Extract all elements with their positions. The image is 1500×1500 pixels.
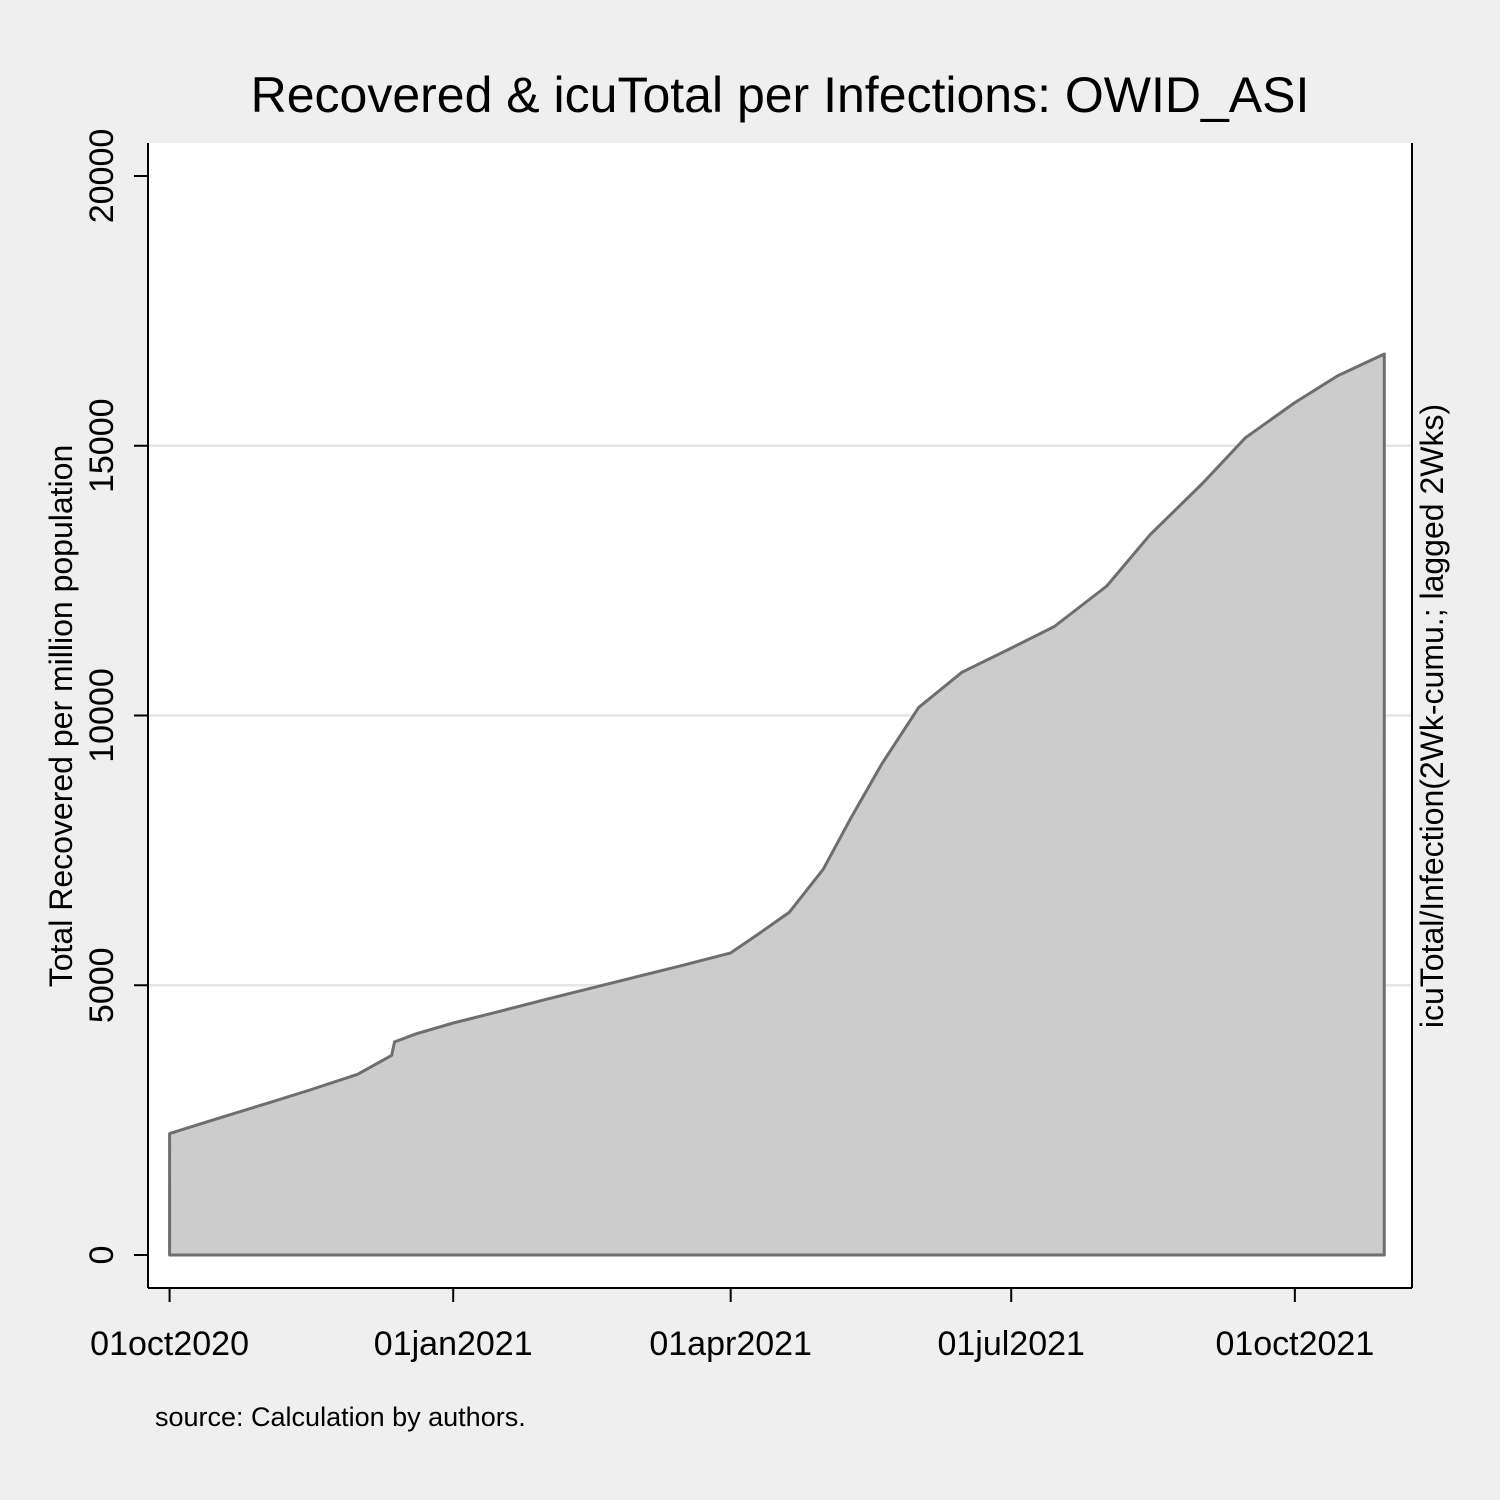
y-tick-label: 0 xyxy=(83,1246,121,1265)
y-tick-label: 15000 xyxy=(83,398,121,493)
series-layer xyxy=(168,352,1386,1257)
x-tick-label: 01oct2020 xyxy=(90,1325,249,1363)
x-tick-label: 01apr2021 xyxy=(649,1325,812,1363)
x-tick-label: 01jul2021 xyxy=(937,1325,1084,1363)
chart-title: Recovered & icuTotal per Infections: OWI… xyxy=(251,67,1310,123)
series-outline xyxy=(168,352,1386,1257)
y2-axis-title: icuTotal/Infection(2Wk-cumu.; lagged 2Wk… xyxy=(1414,404,1450,1028)
x-tick-label: 01oct2021 xyxy=(1215,1325,1374,1363)
y-tick-label: 5000 xyxy=(83,947,121,1023)
y-tick-label: 10000 xyxy=(83,668,121,763)
source-note: source: Calculation by authors. xyxy=(155,1402,526,1432)
series-area xyxy=(169,354,1385,1255)
x-tick-label: 01jan2021 xyxy=(374,1325,533,1363)
y-ticks: 0 5000 10000 15000 20000 xyxy=(83,129,148,1265)
y-axis-title: Total Recovered per million population xyxy=(43,445,79,988)
x-ticks: 01oct2020 01jan2021 01apr2021 01jul2021 01oc… xyxy=(90,1288,1374,1363)
y-tick-label: 20000 xyxy=(83,129,121,224)
